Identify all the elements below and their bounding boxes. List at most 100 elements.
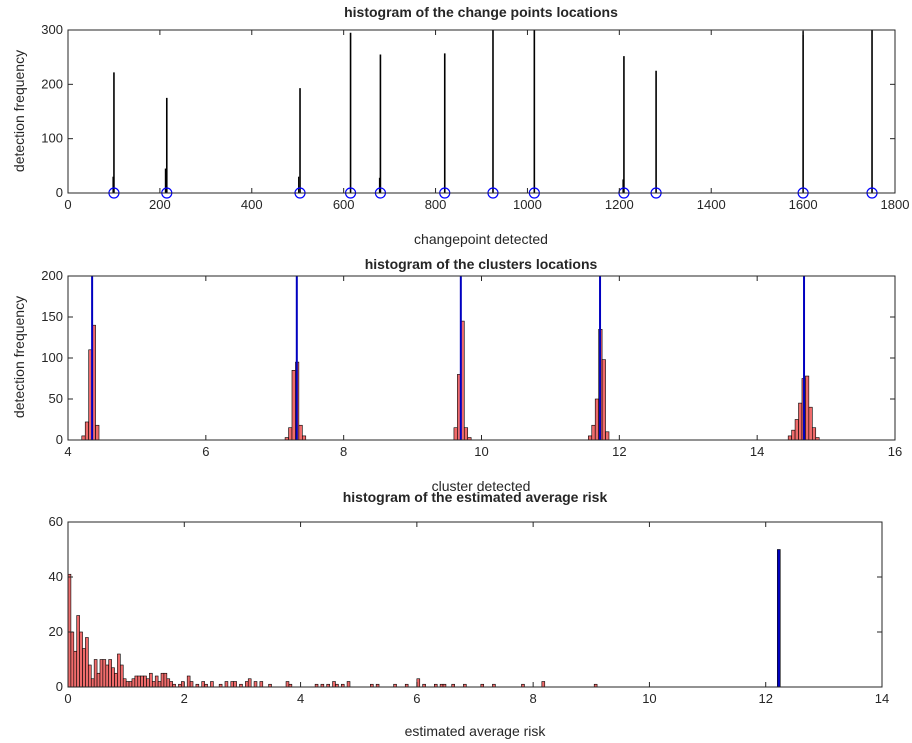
histogram-bar [302, 435, 307, 441]
histogram-bar [76, 615, 80, 688]
y-tick-label: 150 [41, 309, 63, 324]
histogram-bar [588, 435, 593, 441]
chart-title: histogram of the clusters locations [365, 256, 598, 272]
histogram-bar [143, 675, 147, 688]
y-tick-label: 60 [49, 514, 63, 529]
x-tick-label: 1600 [789, 197, 818, 212]
histogram-bar [594, 398, 599, 441]
histogram-bar [85, 637, 89, 688]
histogram-bar [117, 653, 121, 688]
histogram-bar [811, 427, 817, 441]
x-tick-label: 1800 [881, 197, 910, 212]
histogram-bar [605, 431, 610, 441]
histogram-bar [186, 675, 191, 688]
histogram-bar [111, 667, 115, 688]
axes-box [67, 29, 896, 194]
histogram-bar [79, 631, 83, 688]
histogram-bar [787, 435, 792, 441]
histogram-bar [99, 659, 104, 688]
histogram-bar [120, 664, 124, 688]
x-axis-label: estimated average risk [405, 723, 547, 739]
histogram-bar [233, 681, 237, 688]
x-tick-label: 8 [530, 691, 537, 706]
histogram-bar [285, 681, 290, 688]
histogram-bar [253, 681, 258, 688]
histogram-bar [291, 369, 296, 441]
histogram-bar [777, 549, 781, 688]
chart-changepoints: histogram of the change points locations… [11, 4, 909, 247]
x-tick-label: 14 [875, 691, 889, 706]
histogram-bar [601, 359, 606, 441]
histogram-bar [84, 421, 89, 441]
x-tick-label: 4 [297, 691, 304, 706]
histogram-bar [81, 435, 86, 441]
x-tick-label: 600 [333, 197, 355, 212]
plot-area [108, 30, 878, 199]
histogram-bar [122, 678, 127, 688]
histogram-bar [169, 681, 173, 688]
x-tick-label: 4 [64, 444, 71, 459]
histogram-bar [140, 675, 144, 688]
axes-box [67, 521, 883, 688]
x-tick-label: 12 [758, 691, 772, 706]
x-tick-label: 2 [181, 691, 188, 706]
histogram-bar [114, 672, 118, 688]
histogram-bar [152, 681, 156, 688]
histogram-bar [128, 681, 133, 688]
y-tick-label: 200 [41, 268, 63, 283]
x-tick-label: 1400 [697, 197, 726, 212]
chart-title: histogram of the estimated average risk [343, 489, 608, 505]
x-tick-label: 6 [413, 691, 420, 706]
histogram-bar [298, 424, 303, 441]
y-tick-label: 300 [41, 22, 63, 37]
x-tick-label: 400 [241, 197, 263, 212]
histogram-bar [93, 659, 98, 688]
x-axis-label: cluster detected [432, 478, 531, 494]
x-tick-label: 10 [474, 444, 488, 459]
histogram-bar [541, 681, 546, 688]
chart-risk: histogram of the estimated average risk … [49, 489, 890, 739]
histogram-bar [70, 631, 75, 688]
histogram-bar [230, 681, 235, 688]
x-tick-label: 16 [888, 444, 902, 459]
x-tick-label: 200 [149, 197, 171, 212]
histogram-bar [82, 648, 86, 688]
plot-area [67, 549, 781, 688]
histogram-bar [102, 659, 107, 688]
histogram-bar [163, 672, 168, 688]
histogram-bar [125, 681, 130, 688]
histogram-bar [154, 675, 159, 688]
chart-clusters: histogram of the clusters locations clus… [11, 256, 902, 494]
x-tick-label: 1200 [605, 197, 634, 212]
y-tick-label: 100 [41, 350, 63, 365]
x-tick-label: 8 [340, 444, 347, 459]
histogram-bar [332, 681, 336, 688]
histogram-bar [131, 678, 136, 688]
histogram-bar [105, 664, 109, 688]
histogram-bar [189, 681, 194, 688]
histogram-bar [791, 429, 796, 441]
y-tick-label: 0 [56, 679, 63, 694]
histogram-bar [453, 427, 458, 441]
x-tick-label: 10 [642, 691, 656, 706]
axes-box [67, 275, 896, 441]
histogram-bar [245, 681, 249, 688]
y-tick-label: 50 [49, 391, 63, 406]
histogram-bar [210, 681, 214, 688]
histogram-bar [463, 427, 469, 441]
x-tick-label: 0 [64, 691, 71, 706]
histogram-bar [88, 664, 92, 688]
x-axis-label: changepoint detected [414, 231, 548, 247]
histogram-bar [166, 678, 171, 688]
histogram-bar [137, 675, 141, 688]
histogram-bar [157, 681, 162, 688]
histogram-bar [95, 424, 100, 441]
histogram-bar [805, 375, 810, 441]
y-tick-label: 40 [49, 569, 63, 584]
histogram-bar [591, 424, 596, 441]
y-tick-label: 200 [41, 76, 63, 91]
x-tick-label: 12 [612, 444, 626, 459]
histogram-bar [259, 681, 264, 688]
histogram-bar [134, 675, 139, 688]
